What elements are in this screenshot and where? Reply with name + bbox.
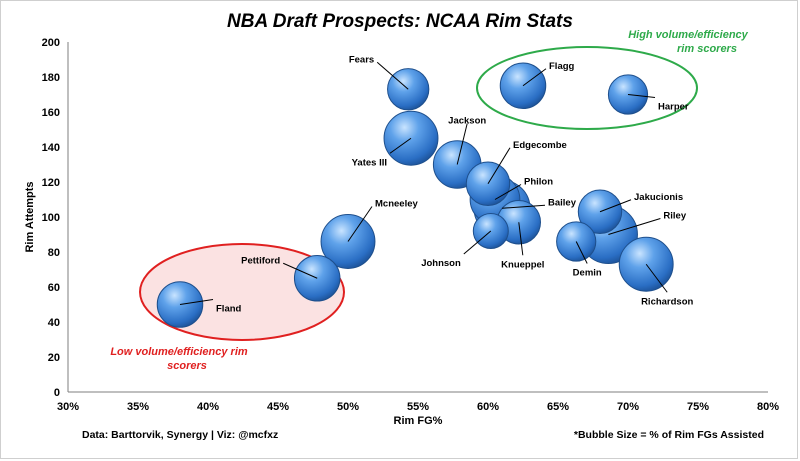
bubble-label-jakucionis: Jakucionis bbox=[634, 192, 683, 203]
x-tick-label: 75% bbox=[687, 401, 709, 413]
leader-line bbox=[608, 218, 661, 235]
x-tick-label: 55% bbox=[407, 401, 429, 413]
y-tick-label: 40 bbox=[48, 317, 60, 329]
high-group-ellipse bbox=[476, 46, 698, 130]
leader-line bbox=[456, 123, 468, 165]
bubble-label-fland: Fland bbox=[216, 304, 242, 315]
bubble-label-bailey: Bailey bbox=[548, 197, 577, 208]
x-tick-label: 70% bbox=[617, 401, 639, 413]
leader-line bbox=[501, 204, 546, 209]
x-tick-label: 60% bbox=[477, 401, 499, 413]
bubble-label-yates-iii: Yates III bbox=[352, 157, 387, 168]
bubble-label-richardson: Richardson bbox=[641, 296, 693, 307]
x-tick-labels: 30% 35% 40% 45% 50% 55% 60% 65% 70% 75% 80% bbox=[57, 401, 779, 413]
bubble-label-jackson: Jackson bbox=[448, 116, 486, 127]
y-tick-label: 0 bbox=[54, 387, 60, 399]
bubble-label-pettiford: Pettiford bbox=[241, 255, 280, 266]
leader-line bbox=[282, 262, 318, 279]
high-group-annotation-line1: High volume/efficiency bbox=[628, 29, 748, 41]
x-tick-label: 40% bbox=[197, 401, 219, 413]
label-leader-lines bbox=[179, 61, 668, 305]
leader-line bbox=[487, 147, 511, 185]
y-axis-title: Rim Attempts bbox=[24, 181, 36, 252]
bubble-label-fears: Fears bbox=[349, 54, 374, 65]
leader-line bbox=[179, 299, 214, 305]
y-tick-label: 20 bbox=[48, 352, 60, 364]
bubble-label-demin: Demin bbox=[573, 268, 602, 279]
bubble-label-philon: Philon bbox=[524, 177, 553, 188]
bubble-label-mcneeley: Mcneeley bbox=[375, 199, 418, 210]
leader-line bbox=[347, 206, 373, 242]
x-tick-label: 50% bbox=[337, 401, 359, 413]
leader-line bbox=[645, 263, 668, 293]
y-tick-label: 200 bbox=[42, 37, 60, 49]
y-tick-label: 180 bbox=[42, 72, 60, 84]
leader-line bbox=[522, 68, 547, 87]
x-axis-title: Rim FG% bbox=[394, 415, 443, 427]
low-group-annotation-line2: scorers bbox=[167, 360, 207, 372]
leader-line bbox=[494, 184, 522, 200]
bubble-labels: Fears Flagg Harper Yates III Jackson Edgecomb… bbox=[216, 54, 694, 314]
y-tick-label: 60 bbox=[48, 282, 60, 294]
x-tick-label: 65% bbox=[547, 401, 569, 413]
x-tick-label: 35% bbox=[127, 401, 149, 413]
bubble-size-note: *Bubble Size = % of Rim FGs Assisted bbox=[574, 429, 764, 441]
y-tick-label: 160 bbox=[42, 107, 60, 119]
leader-line bbox=[463, 230, 492, 255]
y-tick-label: 140 bbox=[42, 142, 60, 154]
bubble-label-edgecombe: Edgecombe bbox=[513, 140, 567, 151]
leader-line bbox=[376, 61, 409, 90]
y-tick-label: 100 bbox=[42, 212, 60, 224]
leader-line bbox=[575, 241, 588, 264]
bubble-label-flagg: Flagg bbox=[549, 61, 575, 72]
bubble-label-riley: Riley bbox=[663, 211, 686, 222]
y-tick-label: 80 bbox=[48, 247, 60, 259]
leader-line bbox=[627, 94, 656, 98]
y-tick-label: 120 bbox=[42, 177, 60, 189]
source-note: Data: Barttorvik, Synergy | Viz: @mcfxz bbox=[82, 429, 278, 441]
x-tick-label: 45% bbox=[267, 401, 289, 413]
bubble-label-harper: Harper bbox=[658, 102, 689, 113]
chart-title: NBA Draft Prospects: NCAA Rim Stats bbox=[227, 11, 573, 32]
leader-line bbox=[518, 222, 524, 256]
y-tick-labels: 0 20 40 60 80 100 120 140 160 180 200 bbox=[42, 37, 60, 399]
leader-line bbox=[389, 137, 412, 154]
low-group-annotation-line1: Low volume/efficiency rim bbox=[110, 346, 248, 358]
bubble-label-johnson: Johnson bbox=[421, 258, 461, 269]
high-group-annotation-line2: rim scorers bbox=[677, 43, 737, 55]
bubble-label-knueppel: Knueppel bbox=[501, 259, 544, 270]
x-tick-label: 80% bbox=[757, 401, 779, 413]
leader-line bbox=[599, 199, 632, 213]
x-tick-label: 30% bbox=[57, 401, 79, 413]
